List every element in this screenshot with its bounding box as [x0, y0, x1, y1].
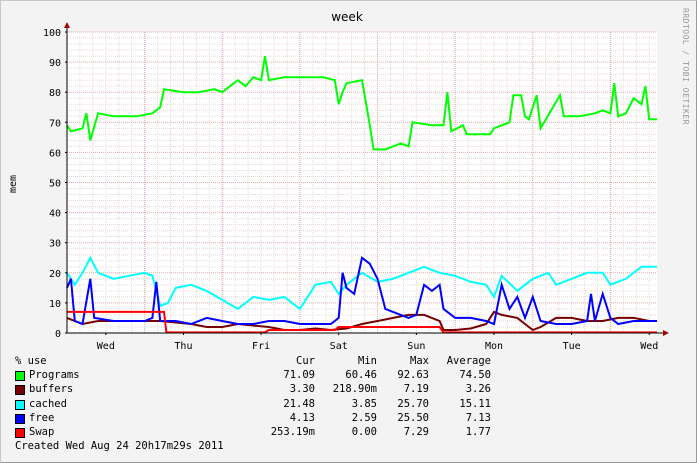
legend-stat: 7.19 [403, 383, 429, 396]
legend-series-name: buffers [29, 383, 74, 396]
y-tick-label: 90 [49, 58, 61, 69]
legend-header: % use Cur Min Max Average [15, 354, 491, 368]
series-lines [66, 55, 657, 334]
y-tick-label: 30 [49, 239, 61, 250]
y-tick-label: 0 [55, 329, 61, 340]
x-tick-label: Fri [252, 341, 270, 352]
legend-stat: 4.13 [289, 411, 315, 424]
legend-stat: 1.77 [465, 425, 491, 438]
legend-stat: 74.50 [459, 369, 491, 382]
y-tick-label: 60 [49, 148, 61, 159]
legend-col-average: Average [446, 355, 491, 367]
y-tick-label: 10 [49, 299, 61, 310]
legend-swatch [15, 427, 25, 438]
legend: % use Cur Min Max Average Programs 71.09 6… [15, 354, 491, 453]
legend-swatch [15, 371, 25, 382]
legend-stat: 3.85 [351, 397, 377, 410]
legend-row-buffers: buffers 3.30 218.90m 7.19 3.26 [15, 382, 491, 396]
series-line-programs [66, 55, 657, 151]
y-tick-label: 50 [49, 179, 61, 190]
y-tick-label: 40 [49, 209, 61, 220]
legend-stat: 0.00 [351, 425, 377, 438]
legend-stat: 7.29 [403, 425, 429, 438]
legend-stat: 92.63 [397, 369, 429, 382]
legend-unit: % use [15, 355, 47, 367]
legend-row-swap: Swap 253.19m 0.00 7.29 1.77 [15, 425, 491, 439]
legend-row-free: free 4.13 2.59 25.50 7.13 [15, 411, 491, 425]
rrdtool-watermark: RRDTOOL / TOBI OETIKER [681, 8, 690, 125]
legend-stat: 253.19m [270, 425, 315, 438]
legend-series-name: free [29, 411, 55, 424]
chart-title: week [331, 10, 363, 24]
x-tick-label: Mon [485, 341, 503, 352]
legend-series-name: Programs [29, 369, 80, 382]
x-tick-label: Sat [330, 341, 348, 352]
y-axis-arrow [64, 22, 70, 28]
legend-stat: 3.30 [289, 383, 315, 396]
y-tick-label: 70 [49, 118, 61, 129]
y-axis-label: mem [8, 175, 19, 193]
y-tick-label: 100 [43, 28, 61, 39]
axes: 0 10 20 30 40 50 60 70 80 90 100 Wed Thu Fri Sat Sun Mon… [43, 22, 669, 352]
x-tick-label: Wed [640, 341, 658, 352]
legend-stat: 2.59 [351, 411, 377, 424]
legend-rows: Programs 71.09 60.46 92.63 74.50 buffers 3.30 2… [15, 368, 491, 439]
y-tick-label: 80 [49, 88, 61, 99]
legend-series-name: cached [29, 397, 67, 410]
x-tick-label: Wed [97, 341, 115, 352]
legend-stat: 25.70 [397, 397, 429, 410]
created-timestamp: Created Wed Aug 24 20h17m29s 2011 [15, 440, 224, 453]
y-tick-label: 20 [49, 269, 61, 280]
legend-swatch [15, 385, 25, 396]
legend-stat: 71.09 [283, 369, 315, 382]
legend-series-name: Swap [29, 425, 55, 438]
x-axis-arrow [663, 330, 669, 336]
legend-stat: 15.11 [459, 397, 491, 410]
legend-stat: 21.48 [283, 397, 315, 410]
legend-row-cached: cached 21.48 3.85 25.70 15.11 [15, 397, 491, 411]
series-line-buffers [66, 310, 657, 332]
legend-stat: 218.90m [332, 383, 377, 396]
x-tick-label: Thu [174, 341, 192, 352]
legend-stat: 7.13 [465, 411, 491, 424]
legend-stat: 60.46 [345, 369, 377, 382]
legend-col-min: Min [358, 355, 377, 367]
legend-col-cur: Cur [296, 355, 315, 367]
series-line-free [66, 256, 657, 326]
legend-col-max: Max [410, 355, 429, 367]
legend-stat: 25.50 [397, 411, 429, 424]
legend-swatch [15, 413, 25, 424]
legend-stat: 3.26 [465, 383, 491, 396]
x-tick-label: Sun [407, 341, 425, 352]
legend-swatch [15, 399, 25, 410]
legend-row-programs: Programs 71.09 60.46 92.63 74.50 [15, 368, 491, 382]
series-line-swap [67, 310, 657, 334]
x-tick-label: Tue [563, 341, 581, 352]
